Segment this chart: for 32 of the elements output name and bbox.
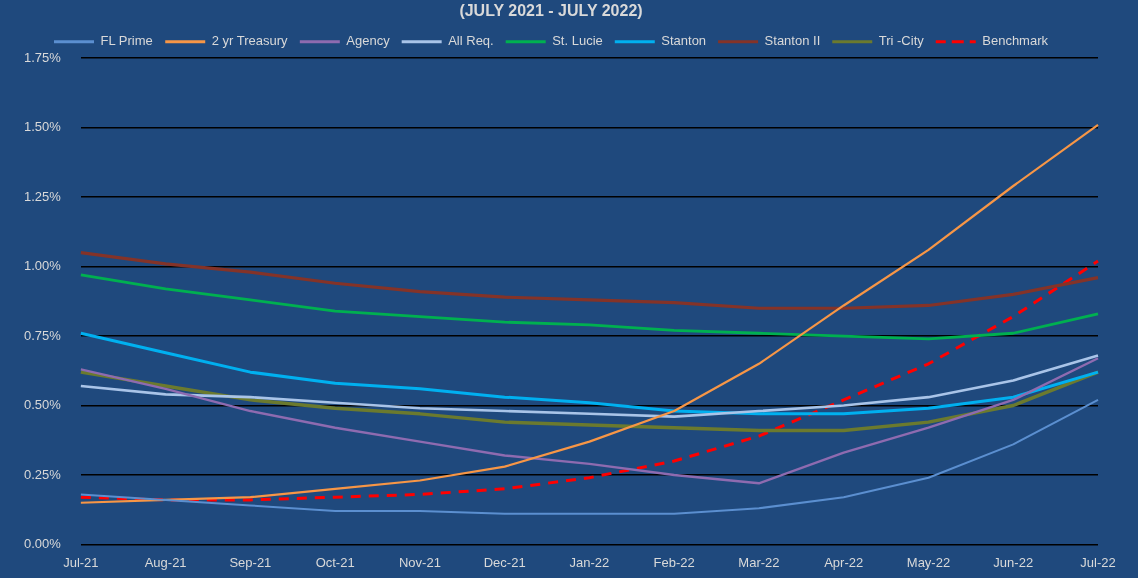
y-tick-label: 0.25%: [23, 466, 62, 482]
y-tick-label: 0.75%: [23, 327, 62, 343]
y-tick-label: 0.50%: [23, 397, 62, 413]
y-tick-label: 1.00%: [23, 258, 62, 274]
legend-label: All Req.: [448, 33, 494, 49]
x-tick-label: Apr-22: [824, 554, 864, 570]
x-tick-label: Jul-21: [63, 554, 99, 570]
legend-label: Tri -City: [878, 33, 925, 49]
x-tick-label: Oct-21: [315, 554, 355, 570]
chart-title: (JULY 2021 - JULY 2022): [459, 2, 643, 20]
y-tick-label: 1.75%: [23, 49, 62, 65]
legend-label: Stanton: [661, 33, 707, 49]
x-tick-label: Jun-22: [993, 554, 1034, 570]
x-tick-label: Aug-21: [144, 554, 187, 570]
y-tick-label: 1.25%: [23, 188, 62, 204]
x-tick-label: Feb-22: [653, 554, 695, 570]
y-tick-label: 1.50%: [23, 119, 62, 135]
x-tick-label: May-22: [906, 554, 951, 570]
x-tick-label: Jul-22: [1080, 554, 1116, 570]
legend-label: 2 yr Treasury: [211, 33, 289, 49]
legend-label: St. Lucie: [552, 33, 603, 49]
x-tick-label: Nov-21: [398, 554, 441, 570]
legend-label: Agency: [346, 33, 391, 49]
legend-label: Stanton II: [764, 33, 821, 49]
legend-label: FL Prime: [100, 33, 153, 49]
x-tick-label: Sep-21: [229, 554, 272, 570]
y-tick-label: 0.00%: [23, 535, 62, 551]
x-tick-label: Jan-22: [569, 554, 610, 570]
x-tick-label: Mar-22: [738, 554, 780, 570]
legend-label: Benchmark: [982, 33, 1049, 49]
x-tick-label: Dec-21: [483, 554, 526, 570]
line-series: [79, 259, 1100, 502]
